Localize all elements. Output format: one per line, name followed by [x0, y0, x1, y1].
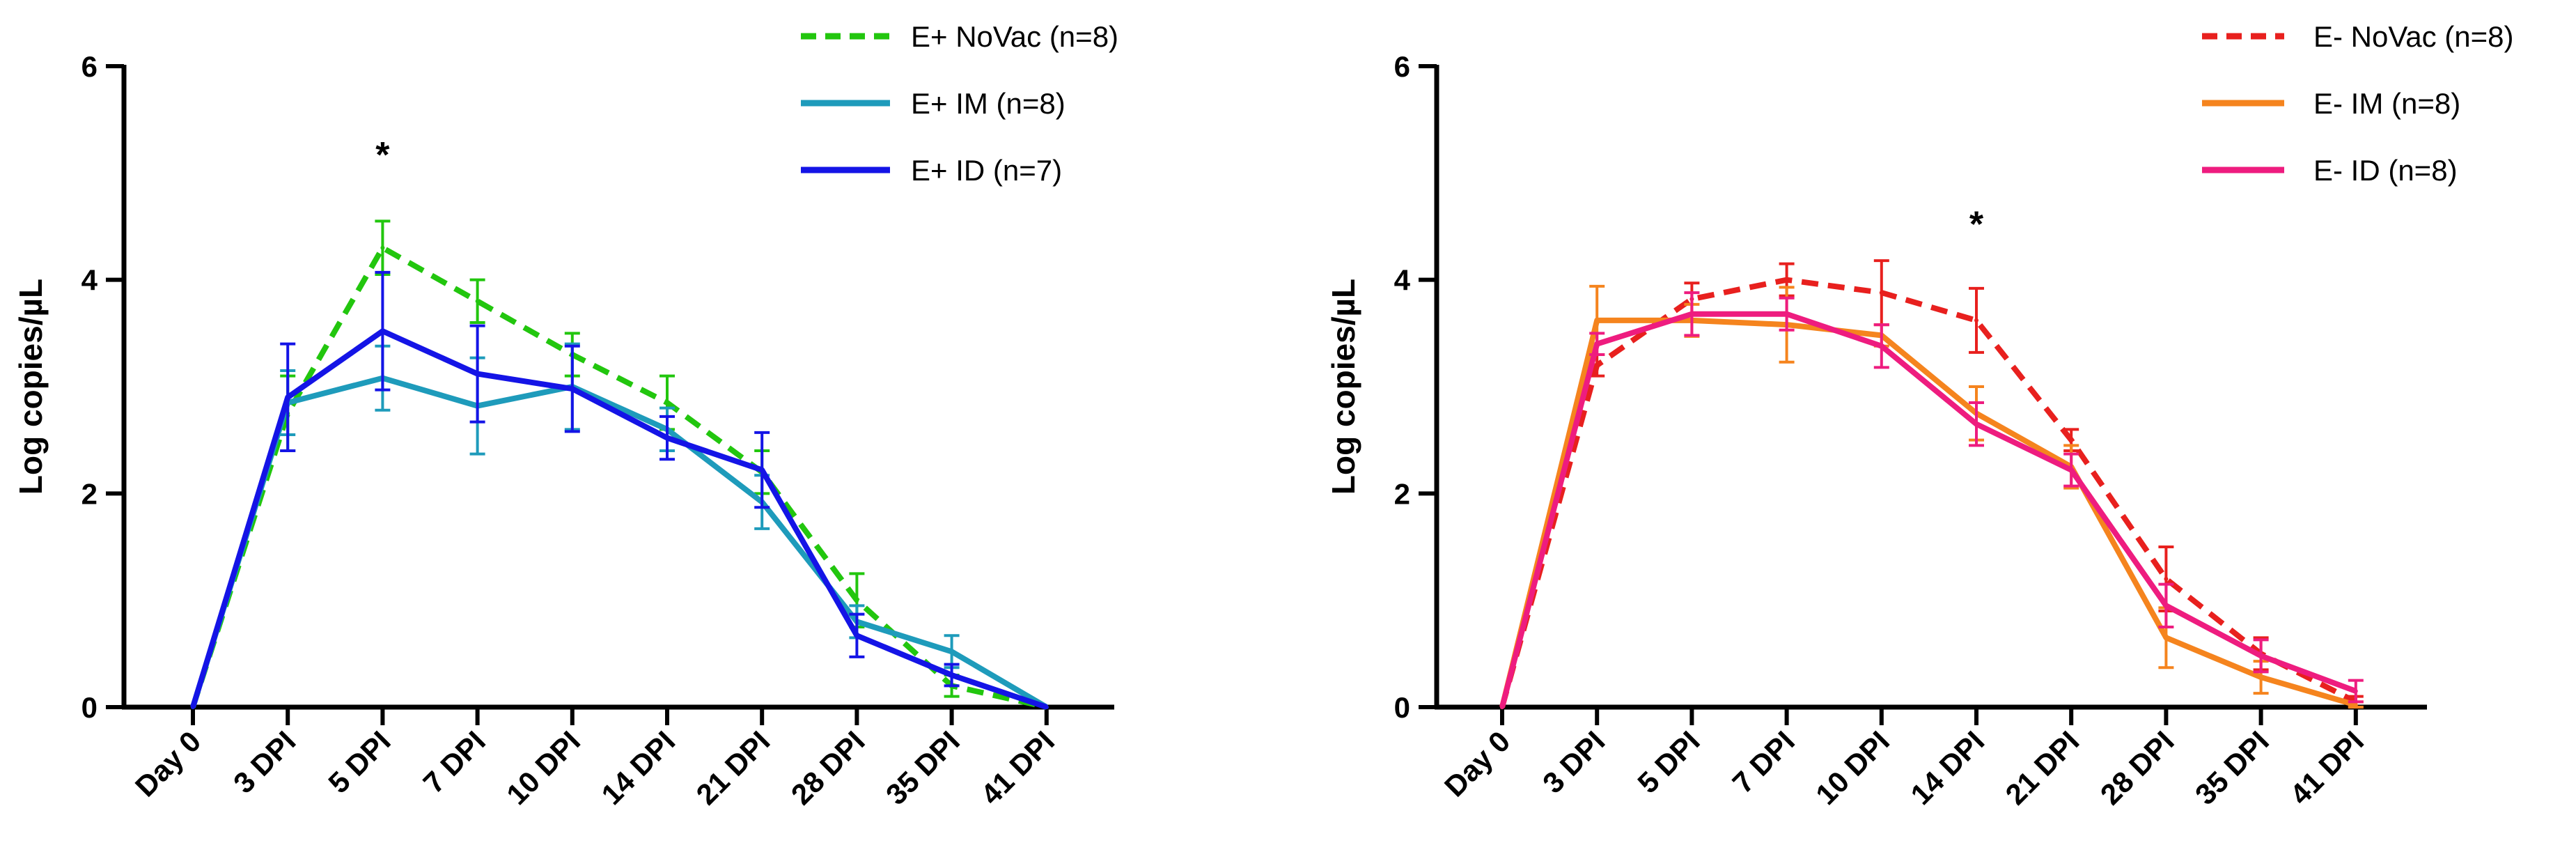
series-0-2 — [190, 270, 1049, 710]
x-tick-label: Day 0 — [1438, 725, 1516, 803]
data-point — [2069, 467, 2074, 472]
y-tick-label: 6 — [81, 50, 97, 83]
y-axis-label: Log copies/µL — [13, 279, 49, 495]
series-0-0 — [190, 219, 1049, 710]
x-tick-label: 41 DPI — [974, 725, 1061, 811]
y-tick-label: 2 — [1394, 477, 1410, 510]
x-tick-label: 10 DPI — [1809, 725, 1896, 811]
data-point — [475, 371, 480, 376]
x-tick-label: 7 DPI — [416, 725, 492, 800]
data-point — [2353, 702, 2358, 707]
x-tick-label: 21 DPI — [1999, 725, 2086, 811]
data-point — [2258, 653, 2263, 658]
data-point — [1784, 277, 1789, 282]
data-point — [2164, 603, 2169, 608]
data-point — [2258, 675, 2263, 680]
data-point — [380, 329, 385, 334]
series-line — [190, 375, 1048, 710]
x-tick-label: 14 DPI — [595, 725, 681, 811]
y-tick-label: 0 — [81, 691, 97, 724]
data-point — [1879, 291, 1884, 295]
x-tick-label: 7 DPI — [1726, 725, 1801, 800]
x-tick-label: 21 DPI — [690, 725, 776, 811]
series-line — [1499, 277, 2357, 709]
data-point — [1595, 363, 1600, 368]
legend-label: E- NoVac (n=8) — [2313, 20, 2514, 53]
data-point — [760, 467, 765, 472]
data-point — [286, 395, 290, 400]
x-tick-label: Day 0 — [129, 725, 207, 803]
data-point — [1784, 311, 1789, 316]
data-point — [2069, 438, 2074, 442]
series-line — [190, 245, 1047, 710]
data-point — [2353, 689, 2358, 693]
legend-label: E+ IM (n=8) — [911, 87, 1065, 120]
data-point — [380, 245, 385, 250]
legend-label: E+ NoVac (n=8) — [911, 20, 1118, 53]
data-point — [570, 387, 575, 392]
x-tick-label: 28 DPI — [785, 725, 871, 811]
x-tick-label: 14 DPI — [1904, 725, 1990, 811]
data-point — [1689, 311, 1694, 316]
series-line — [190, 328, 1048, 710]
significance-marker: * — [375, 135, 390, 176]
legend-label: E- ID (n=8) — [2313, 154, 2458, 187]
data-point — [1974, 318, 1978, 323]
data-point — [949, 649, 954, 654]
x-tick-label: 35 DPI — [2189, 725, 2275, 811]
y-tick-label: 4 — [81, 264, 98, 297]
series-1-1 — [1499, 284, 2364, 709]
data-point — [949, 673, 954, 677]
data-point — [2164, 635, 2169, 640]
data-point — [1595, 341, 1600, 346]
x-tick-label: 5 DPI — [322, 725, 397, 800]
x-tick-label: 3 DPI — [1536, 725, 1611, 800]
series-0-1 — [190, 342, 1049, 710]
data-point — [1044, 705, 1049, 709]
legend-label: E+ ID (n=7) — [911, 154, 1062, 187]
chart-left: 0 2 4 6 Log copies/µL Day 0 3 DPI 5 DPI 7 DPI 10 … — [13, 20, 1118, 811]
series-line — [1499, 311, 2357, 709]
y-axis-label: Log copies/µL — [1325, 279, 1361, 495]
data-point — [191, 705, 195, 709]
x-tick-label: 3 DPI — [227, 725, 302, 800]
y-tick-label: 0 — [1394, 691, 1410, 724]
data-point — [665, 435, 669, 440]
series-line — [1499, 317, 2357, 708]
x-tick-label: 10 DPI — [500, 725, 586, 811]
series-1-2 — [1499, 291, 2364, 709]
y-tick-label: 4 — [1394, 264, 1411, 297]
x-tick-label: 5 DPI — [1631, 725, 1706, 800]
data-point — [665, 401, 669, 405]
data-point — [1974, 421, 1978, 426]
data-point — [1500, 705, 1504, 709]
data-point — [854, 633, 859, 638]
data-point — [1879, 343, 1884, 348]
y-tick-label: 6 — [1394, 50, 1410, 83]
significance-marker: * — [1969, 205, 1984, 245]
x-tick-label: 41 DPI — [2284, 725, 2370, 811]
y-tick-label: 2 — [81, 477, 97, 510]
x-tick-label: 35 DPI — [880, 725, 966, 811]
x-tick-label: 28 DPI — [2094, 725, 2180, 811]
chart-right: 0 2 4 6 Log copies/µL Day 0 3 DPI 5 DPI 7 DPI 10 … — [1325, 20, 2514, 811]
data-point — [1595, 318, 1600, 323]
data-point — [2164, 577, 2169, 581]
legend-label: E- IM (n=8) — [2313, 87, 2460, 120]
data-point — [475, 299, 480, 304]
data-point — [854, 598, 859, 603]
